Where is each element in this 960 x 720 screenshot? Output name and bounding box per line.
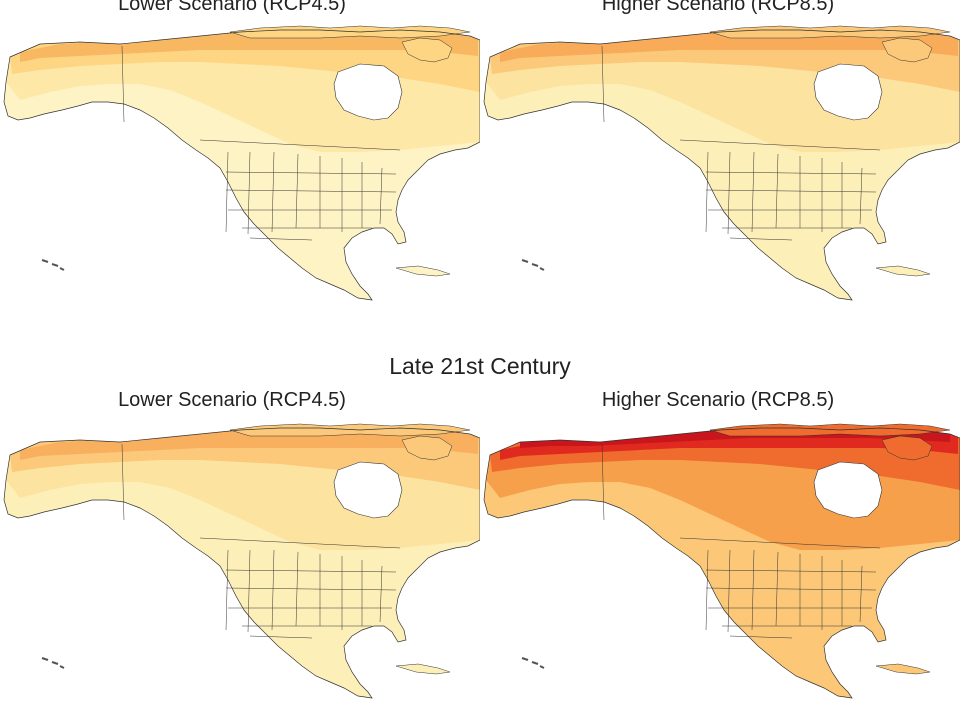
border-line <box>225 549 229 631</box>
border-line <box>679 537 881 549</box>
caribbean-islands <box>875 663 931 675</box>
warming-band-4 <box>20 428 478 460</box>
border-line <box>705 587 877 591</box>
arctic-island-1 <box>709 423 951 437</box>
border-line <box>225 189 397 193</box>
border-line <box>601 443 605 521</box>
hawaii-islands <box>41 259 65 271</box>
arctic-island-1 <box>229 423 471 437</box>
border-line <box>247 549 251 633</box>
map-mid-century-higher <box>480 22 960 322</box>
border-line <box>199 139 401 151</box>
coastline <box>3 427 480 699</box>
section-title-late-century: Late 21st Century <box>389 353 571 379</box>
caribbean-islands <box>395 663 451 675</box>
coastline <box>3 29 480 301</box>
border-line <box>859 565 863 623</box>
panel-title-bottom-left: Lower Scenario (RCP4.5) <box>118 389 346 411</box>
border-line <box>225 151 229 233</box>
border-line <box>121 45 125 123</box>
border-line <box>751 151 755 233</box>
arctic-island-2 <box>401 37 453 63</box>
border-line <box>271 549 275 631</box>
hudson-bay <box>333 461 403 519</box>
hudson-bay <box>333 63 403 121</box>
border-line <box>199 537 401 549</box>
border-line <box>705 569 877 573</box>
border-line <box>705 171 877 175</box>
border-line <box>271 151 275 233</box>
arctic-island-2 <box>881 435 933 461</box>
border-line <box>379 167 383 225</box>
border-line <box>601 45 605 123</box>
border-line <box>751 549 755 631</box>
border-line <box>729 237 793 241</box>
border-line <box>729 635 793 639</box>
border-line <box>705 549 709 631</box>
coastline <box>483 29 960 301</box>
panel-title-bottom-right: Higher Scenario (RCP8.5) <box>601 389 835 411</box>
warming-band-4 <box>500 30 958 62</box>
border-line <box>121 443 125 521</box>
hudson-bay <box>813 461 883 519</box>
map-late-century-lower <box>0 420 480 720</box>
border-line <box>705 151 709 233</box>
warming-band-4 <box>20 30 478 62</box>
panel-title-top-right: Higher Scenario (RCP8.5) <box>601 0 835 15</box>
border-line <box>225 171 397 175</box>
border-line <box>727 151 731 235</box>
hawaii-islands <box>41 657 65 669</box>
border-line <box>859 167 863 225</box>
hawaii-islands <box>521 259 545 271</box>
border-line <box>679 139 881 151</box>
border-line <box>225 587 397 591</box>
hawaii-islands <box>521 657 545 669</box>
border-line <box>379 565 383 623</box>
arctic-island-2 <box>401 435 453 461</box>
border-line <box>225 569 397 573</box>
border-line <box>247 151 251 235</box>
border-line <box>249 237 313 241</box>
border-line <box>727 549 731 633</box>
map-late-century-higher <box>480 420 960 720</box>
coastline <box>483 427 960 699</box>
panel-title-top-left: Lower Scenario (RCP4.5) <box>118 0 346 15</box>
border-line <box>705 189 877 193</box>
arctic-island-1 <box>709 25 951 39</box>
map-mid-century-lower <box>0 22 480 322</box>
border-line <box>249 635 313 639</box>
arctic-island-1 <box>229 25 471 39</box>
caribbean-islands <box>875 265 931 277</box>
arctic-island-2 <box>881 37 933 63</box>
caribbean-islands <box>395 265 451 277</box>
hudson-bay <box>813 63 883 121</box>
